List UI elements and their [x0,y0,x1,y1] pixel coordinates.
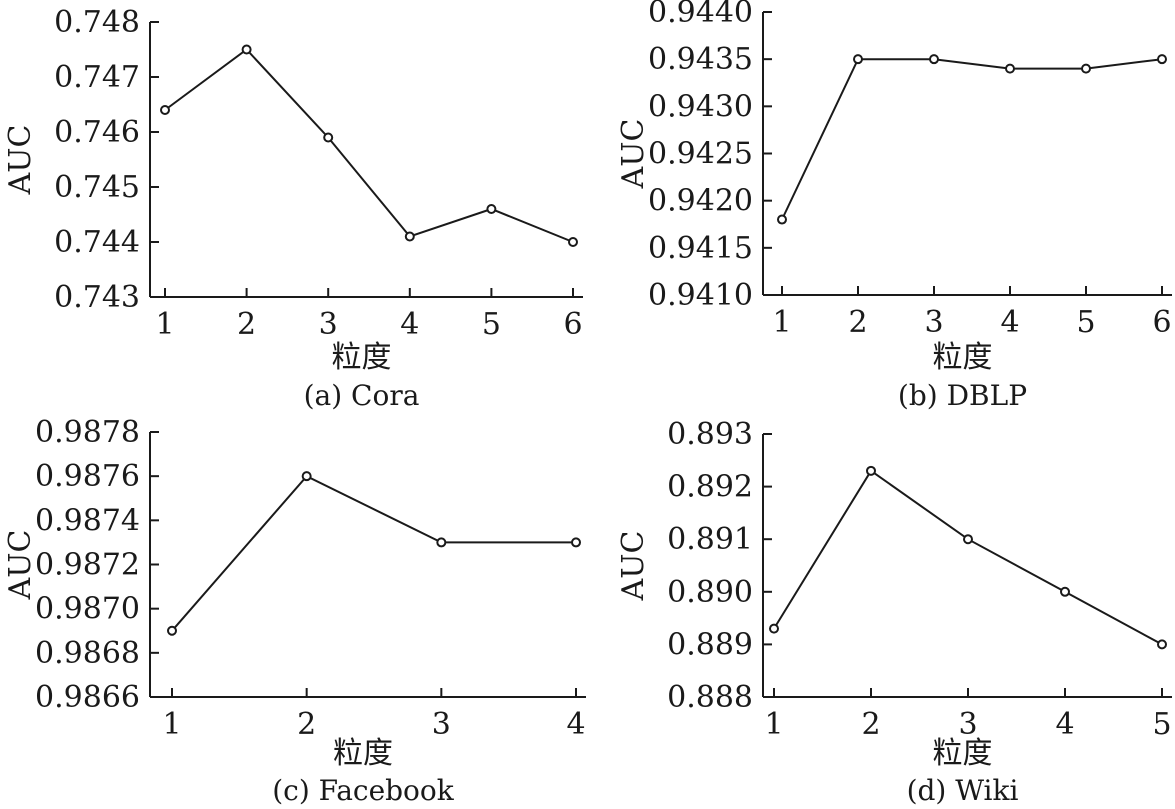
x-tick-label: 1 [772,305,791,340]
y-tick-label: 0.745 [54,170,140,205]
x-tick-label: 4 [1000,305,1019,340]
data-point [853,54,863,65]
data-point [963,534,973,545]
y-tick-label: 0.9870 [35,592,140,627]
x-tick-label: 4 [1055,707,1074,742]
y-tick-label: 0.746 [54,115,140,150]
data-point [1005,63,1015,74]
y-tick-label: 0.9874 [35,503,140,538]
data-point [769,623,779,634]
y-tick-label: 0.744 [54,225,140,260]
x-tick-label: 3 [958,707,977,742]
data-point [571,537,581,548]
x-tick-label: 2 [297,707,316,742]
data-point [241,44,252,55]
x-tick-label: 5 [1152,707,1171,742]
x-axis-label: 粒度 [332,340,392,375]
y-tick-label: 0.892 [667,470,753,505]
x-axis-label: 粒度 [933,340,993,375]
x-tick-label: 2 [237,307,256,342]
y-tick-label: 0.9425 [648,137,753,172]
x-tick-label: 2 [861,707,880,742]
y-tick-label: 0.9878 [35,415,140,450]
data-point [1060,586,1070,597]
y-tick-label: 0.9872 [35,548,140,583]
data-point [1157,54,1167,65]
y-tick-label: 0.891 [667,522,753,557]
panel-caption: (a) Cora [304,379,420,412]
y-tick-label: 0.9866 [35,680,140,715]
x-tick-label: 3 [432,707,451,742]
y-tick-label: 0.747 [54,60,140,95]
x-tick-label: 6 [1152,305,1171,340]
panel-caption: (c) Facebook [272,774,455,807]
x-tick-label: 1 [162,707,181,742]
y-tick-label: 0.9420 [648,184,753,219]
x-tick-label: 4 [400,307,419,342]
data-point [1081,63,1091,74]
y-axis-label: AUC [3,530,38,601]
panel-caption: (d) Wiki [907,774,1019,807]
data-point [160,105,170,115]
x-tick-label: 5 [1076,305,1095,340]
y-tick-label: 0.9440 [648,0,753,30]
data-point [486,204,497,214]
chart-panel-1: 0.743 0.744 0.745 0.746 0.747 0.748 1 2 3 4 5 6 粒度 AU… [3,5,583,412]
y-tick-label: 0.743 [54,280,140,315]
y-tick-label: 0.889 [667,627,753,662]
y-tick-label: 0.9410 [648,278,753,313]
panel-caption: (b) DBLP [898,379,1027,412]
x-tick-label: 3 [924,305,943,340]
data-point [323,132,334,143]
series-line [773,469,1163,646]
x-tick-label: 4 [566,707,585,742]
x-tick-label: 2 [848,305,867,340]
chart-panel-3: 0.9866 0.9868 0.9870 0.9872 0.9874 0.9876 0.98… [3,415,586,807]
data-point [436,537,447,548]
y-tick-label: 0.9430 [648,89,753,124]
x-tick-label: 1 [764,707,783,742]
data-point [167,625,177,636]
chart-panel-4: 0.888 0.889 0.890 0.891 0.892 0.893 1 2 3 4 5 粒度 AUC… [616,417,1172,807]
series-line [164,48,574,243]
y-axis-label: AUC [616,531,651,602]
y-tick-label: 0.9415 [648,231,753,266]
series-line [171,474,576,632]
y-tick-label: 0.9435 [648,42,753,77]
series-line [781,58,1163,220]
y-tick-label: 0.9868 [35,636,140,671]
x-tick-label: 5 [482,307,501,342]
x-tick-label: 1 [155,307,174,342]
y-axis-label: AUC [3,125,38,196]
y-tick-label: 0.9876 [35,459,140,494]
y-axis-label: AUC [616,119,651,190]
y-tick-label: 0.888 [667,680,753,715]
data-point [929,54,939,65]
data-point [1157,639,1167,650]
data-point [777,214,787,225]
data-point [568,237,578,247]
y-tick-label: 0.893 [667,417,753,452]
chart-panel-2: 0.9410 0.9415 0.9420 0.9425 0.9430 0.9435 0.94… [616,0,1172,412]
data-point [301,471,312,482]
y-tick-label: 0.748 [54,5,140,40]
data-point [866,465,876,476]
y-tick-label: 0.890 [667,575,753,610]
x-axis-label: 粒度 [933,736,993,771]
x-tick-label: 3 [319,307,338,342]
data-point [404,231,415,242]
x-axis-label: 粒度 [333,736,393,771]
x-tick-label: 6 [563,307,582,342]
